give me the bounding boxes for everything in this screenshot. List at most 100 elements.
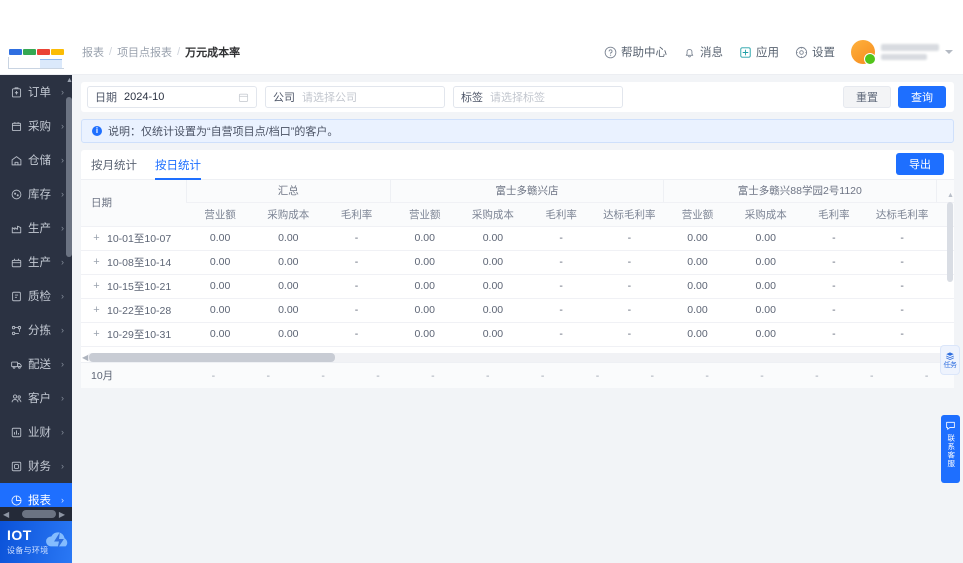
scrollbar-thumb[interactable] (89, 353, 335, 362)
table-cell: 0.00 (936, 298, 954, 323)
breadcrumb-item-1[interactable]: 项目点报表 (117, 47, 173, 59)
contact-service-button[interactable]: 联系客服 (941, 415, 960, 483)
table-cell: 0.00 (731, 250, 800, 275)
logo-chart-icon (8, 56, 64, 69)
chevron-right-icon: › (61, 87, 64, 97)
user-name-masked (881, 44, 939, 60)
export-button[interactable]: 导出 (896, 153, 944, 175)
scrollbar-thumb[interactable] (947, 202, 953, 282)
sidebar-item-label: 订单 (28, 87, 51, 99)
table-cell: 0.00 (663, 274, 732, 299)
help-center-label: 帮助中心 (621, 47, 667, 59)
chevron-right-icon: › (61, 461, 64, 471)
expand-row-icon[interactable]: + (93, 280, 100, 293)
sidebar-item-4[interactable]: 库存 › (0, 177, 72, 211)
expand-row-icon[interactable]: + (93, 256, 100, 269)
sidebar-vertical-scrollbar[interactable]: ▲ (66, 75, 72, 503)
task-float-button[interactable]: 任务 (940, 345, 960, 375)
expand-row-icon[interactable]: + (93, 304, 100, 317)
sidebar-item-label: 业财 (28, 427, 51, 439)
table-cell: - (322, 250, 391, 275)
tag-filter-placeholder[interactable]: 请选择标签 (490, 92, 545, 104)
table-cell: - (322, 322, 391, 347)
scroll-up-arrow-icon[interactable]: ▲ (66, 77, 72, 84)
table-scroll-viewport[interactable]: 日期汇总富士多赣兴店富士多赣兴88学园2号1120豪雪的茶赣兴1店 营业额采购成… (81, 180, 954, 366)
sidebar-item-label: 配送 (28, 359, 51, 371)
settings-button[interactable]: 设置 (795, 44, 835, 60)
reset-button[interactable]: 重置 (843, 86, 891, 108)
messages-button[interactable]: 消息 (683, 44, 723, 60)
sidebar-item-3[interactable]: 仓储 › (0, 143, 72, 177)
table-cell: 0.00 (390, 226, 459, 251)
table-row[interactable]: +10-08至10-14 0.00 0.00-0.00 0.00- -0.00 0.00-… (81, 250, 954, 275)
info-alert-text: 说明：仅统计设置为“自营项目点/档口”的客户。 (108, 126, 339, 138)
table-vertical-scrollbar[interactable]: ▲ (947, 192, 954, 308)
scroll-up-arrow-icon[interactable]: ▲ (947, 192, 954, 199)
table-cell: - (868, 298, 937, 323)
table-cell-date: +10-08至10-14 (81, 250, 186, 275)
table-row[interactable]: +10-15至10-21 0.00 0.00-0.00 0.00- -0.00 0.00-… (81, 274, 954, 299)
finance-icon (11, 461, 22, 471)
chevron-down-icon[interactable] (945, 50, 953, 54)
chevron-right-icon: › (61, 393, 64, 403)
table-cell: - (595, 298, 664, 323)
sidebar-item-2[interactable]: 采购 › (0, 109, 72, 143)
tab-monthly[interactable]: 按月统计 (91, 160, 137, 172)
tag-filter[interactable]: 标签 请选择标签 (453, 86, 623, 108)
contact-service-label: 联系客服 (946, 434, 956, 468)
expand-row-icon[interactable]: + (93, 232, 100, 245)
company-filter[interactable]: 公司 请选择公司 (265, 86, 445, 108)
sidebar-item-9[interactable]: 配送 › (0, 347, 72, 381)
query-button[interactable]: 查询 (898, 86, 946, 108)
table-col-header: 毛利率 (799, 202, 869, 227)
expand-row-icon[interactable]: + (93, 328, 100, 341)
production2-icon (11, 258, 22, 267)
sidebar-item-6[interactable]: 生产 › (0, 245, 72, 279)
table-cell: 0.00 (254, 226, 323, 251)
date-filter[interactable]: 日期 2024-10 (87, 86, 257, 108)
summary-label: 10月 (91, 370, 114, 382)
table-cell: 0.00 (186, 274, 255, 299)
table-cell: 0.00 (254, 274, 323, 299)
company-filter-placeholder[interactable]: 请选择公司 (302, 92, 357, 104)
table-cell: - (595, 226, 664, 251)
sidebar-item-10[interactable]: 客户 › (0, 381, 72, 415)
table-cell: 0.00 (663, 250, 732, 275)
sidebar-item-8[interactable]: 分拣 › (0, 313, 72, 347)
sidebar-item-label: 采购 (28, 121, 51, 133)
app-logo[interactable] (0, 30, 72, 75)
table-col-header: 营业额 (390, 202, 459, 227)
calendar-icon[interactable] (238, 92, 249, 103)
iot-banner[interactable]: IOT 设备与环境 (0, 521, 72, 563)
sidebar-item-7[interactable]: 质检 › (0, 279, 72, 313)
sidebar-item-11[interactable]: 业财 › (0, 415, 72, 449)
table-row[interactable]: +10-01至10-07 0.00 0.00-0.00 0.00- -0.00 0.00-… (81, 226, 954, 251)
main-content: 日期 2024-10 公司 请选择公司 标签 请选择标签 重置 查询 (72, 75, 963, 563)
date-filter-label: 日期 (95, 92, 117, 104)
scroll-left-arrow-icon[interactable]: ◀ (82, 353, 89, 362)
sidebar-item-1[interactable]: 订单 › (0, 75, 72, 109)
scroll-left-arrow-icon[interactable]: ◀ (3, 509, 10, 519)
sidebar-item-12[interactable]: 财务 › (0, 449, 72, 483)
scrollbar-thumb[interactable] (66, 97, 72, 257)
scroll-right-arrow-icon[interactable]: ▶ (58, 509, 65, 519)
date-filter-value[interactable]: 2024-10 (124, 91, 165, 103)
row-date-label: 10-29至10-31 (107, 328, 172, 341)
user-menu[interactable] (851, 40, 953, 65)
tab-daily[interactable]: 按日统计 (155, 157, 201, 180)
task-stack-icon (946, 352, 954, 361)
apps-button[interactable]: 应用 (739, 44, 779, 60)
table-row[interactable]: +10-22至10-28 0.00 0.00-0.00 0.00- -0.00 0.00-… (81, 298, 954, 323)
summary-cell: - (924, 369, 929, 382)
chevron-right-icon: › (61, 427, 64, 437)
breadcrumb-item-0[interactable]: 报表 (82, 47, 104, 59)
breadcrumb-separator: / (109, 46, 113, 58)
table-cell: - (868, 226, 937, 251)
help-center-button[interactable]: 帮助中心 (604, 44, 667, 60)
table-row[interactable]: +10-29至10-31 0.00 0.00-0.00 0.00- -0.00 0.00-… (81, 322, 954, 347)
scrollbar-thumb[interactable] (22, 510, 56, 518)
table-cell: 0.00 (458, 322, 528, 347)
sidebar-item-5[interactable]: 生产 › (0, 211, 72, 245)
sidebar-horizontal-scrollbar[interactable]: ◀ ▶ (0, 507, 72, 521)
table-horizontal-scrollbar[interactable]: ◀ ▶ (82, 353, 952, 362)
